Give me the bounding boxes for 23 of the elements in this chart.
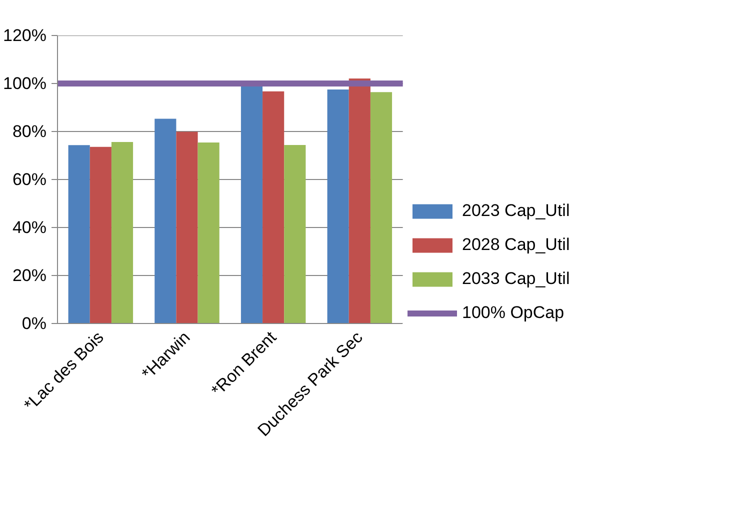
legend-label: 2023 Cap_Util bbox=[462, 201, 570, 221]
bar bbox=[348, 78, 370, 324]
legend-label: 100% OpCap bbox=[462, 303, 564, 323]
y-tick-label: 60% bbox=[12, 170, 47, 189]
bar bbox=[370, 92, 392, 324]
bar bbox=[327, 90, 349, 324]
bar bbox=[240, 86, 263, 324]
y-tick-label: 20% bbox=[12, 266, 47, 285]
bar bbox=[90, 146, 112, 324]
bar bbox=[111, 142, 134, 324]
y-tick-label: 120% bbox=[3, 26, 47, 45]
legend-label: 2028 Cap_Util bbox=[462, 235, 570, 255]
bar bbox=[68, 145, 90, 324]
y-tick-label: 100% bbox=[3, 74, 47, 93]
bar bbox=[198, 142, 220, 324]
bar bbox=[176, 132, 198, 324]
bar bbox=[284, 144, 306, 324]
y-tick-label: 40% bbox=[12, 218, 47, 237]
bar bbox=[154, 118, 176, 324]
y-tick-label: 0% bbox=[22, 314, 47, 333]
legend-label: 2033 Cap_Util bbox=[462, 269, 570, 289]
bar bbox=[262, 91, 284, 324]
y-tick-label: 80% bbox=[12, 122, 47, 141]
